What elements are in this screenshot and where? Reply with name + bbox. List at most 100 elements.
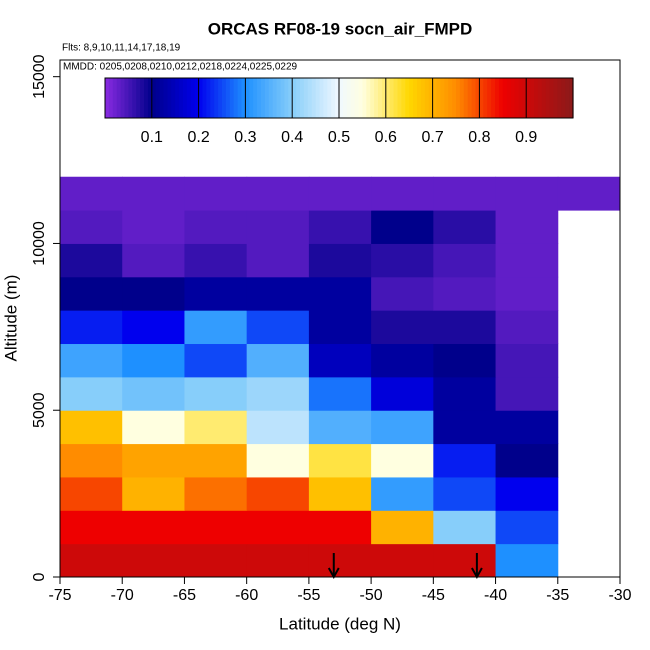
- x-tick-label: -75: [48, 587, 71, 604]
- x-tick-label: -35: [546, 587, 569, 604]
- colorbar-segment: [144, 78, 149, 118]
- colorbar-segment: [186, 78, 192, 118]
- heatmap-cell: [495, 543, 559, 578]
- heatmap-cell: [122, 476, 185, 511]
- colorbar-segment: [393, 78, 399, 118]
- colorbar-segment: [218, 78, 223, 118]
- colorbar-segment: [452, 78, 457, 118]
- colorbar-tick-label: 0.9: [515, 129, 537, 146]
- colorbar-segment: [315, 78, 321, 118]
- colorbar-segment: [440, 78, 445, 118]
- heatmap-cell: [433, 443, 497, 478]
- colorbar-segment: [510, 78, 516, 118]
- colorbar-segment: [514, 78, 519, 118]
- colorbar-segment: [241, 78, 246, 118]
- colorbar-segment: [549, 78, 555, 118]
- colorbar-segment: [268, 78, 274, 118]
- heatmap-cell: [246, 276, 310, 311]
- colorbar-segment: [311, 78, 317, 118]
- heatmap-cell: [495, 243, 559, 278]
- heatmap-cell: [433, 176, 497, 211]
- y-axis-label: Altitude (m): [1, 275, 20, 362]
- colorbar-segment: [105, 78, 110, 118]
- colorbar-segment: [518, 78, 523, 118]
- heatmap-cell: [184, 410, 248, 445]
- colorbar-segment: [229, 78, 235, 118]
- heatmap-cell: [433, 243, 497, 278]
- colorbar-segment: [323, 78, 328, 118]
- colorbar-segment: [475, 78, 480, 118]
- colorbar-segment: [327, 78, 332, 118]
- colorbar-segment: [487, 78, 492, 118]
- annotation: Flts: 8,9,10,11,14,17,18,19: [62, 43, 181, 54]
- colorbar-tick-label: 0.7: [421, 129, 443, 146]
- colorbar-segment: [342, 78, 348, 118]
- heatmap-cell: [433, 543, 497, 578]
- heatmap-cell: [60, 276, 123, 311]
- heatmap-cell: [246, 310, 310, 345]
- heatmap-cell: [246, 510, 310, 545]
- colorbar-segment: [537, 78, 543, 118]
- heatmap-cell: [308, 310, 372, 345]
- colorbar-segment: [401, 78, 406, 118]
- plot-frame: [59, 59, 621, 578]
- x-tick-label: -45: [422, 587, 445, 604]
- colorbar-segment: [374, 78, 379, 118]
- colorbar-segment: [405, 78, 410, 118]
- colorbar-segment: [288, 78, 293, 118]
- colorbar-tick-label: 0.8: [468, 129, 490, 146]
- colorbar-segment: [463, 78, 469, 118]
- colorbar-segment: [541, 78, 547, 118]
- colorbar-segment: [132, 78, 137, 118]
- colorbar-segment: [136, 78, 141, 118]
- heatmap-cell: [495, 376, 559, 411]
- heatmap-cell: [184, 476, 248, 511]
- colorbar-segment: [530, 78, 535, 118]
- heatmap-cell: [60, 510, 123, 545]
- colorbar-segment: [397, 78, 402, 118]
- heatmap-cell: [433, 510, 497, 545]
- colorbar-segment: [179, 78, 184, 118]
- colorbar-segment: [428, 78, 434, 118]
- colorbar-segment: [128, 78, 133, 118]
- heatmap-cell: [495, 310, 559, 345]
- colorbar-segment: [284, 78, 289, 118]
- colorbar-tick-label: 0.6: [375, 129, 397, 146]
- y-tick-label: 0: [31, 572, 48, 581]
- heatmap-cell: [60, 376, 123, 411]
- colorbar-segment: [276, 78, 282, 118]
- colorbar-segment: [557, 78, 562, 118]
- colorbar-segment: [495, 78, 500, 118]
- colorbar-segment: [222, 78, 227, 118]
- heatmap-cell: [122, 410, 185, 445]
- heatmap-cell: [433, 410, 497, 445]
- heatmap-cell: [308, 410, 372, 445]
- heatmap-cell: [60, 176, 123, 211]
- heatmap-cell: [122, 510, 185, 545]
- heatmap-cell: [433, 210, 497, 244]
- colorbar-segment: [370, 78, 375, 118]
- colorbar-segment: [467, 78, 473, 118]
- colorbar-segment: [206, 78, 211, 118]
- chart-title: ORCAS RF08-19 socn_air_FMPD: [208, 19, 473, 38]
- x-tick-label: -65: [173, 587, 196, 604]
- colorbar-segment: [190, 78, 196, 118]
- colorbar-segment: [350, 78, 356, 118]
- colorbar-segment: [140, 78, 145, 118]
- heatmap-cell: [184, 510, 248, 545]
- colorbar-tick-label: 0.4: [281, 129, 303, 146]
- colorbar-segment: [237, 78, 243, 118]
- heatmap-cell: [60, 410, 123, 445]
- heatmap-cell: [371, 243, 434, 278]
- colorbar-segment: [378, 78, 383, 118]
- heatmap-cell: [495, 276, 559, 311]
- heatmap-cell: [371, 210, 434, 244]
- colorbar-segment: [257, 78, 262, 118]
- heatmap-cell: [308, 243, 372, 278]
- heatmap-cell: [495, 410, 559, 445]
- heatmap-cell: [308, 476, 372, 511]
- heatmap-cell: [184, 343, 248, 378]
- colorbar-segment: [147, 78, 153, 118]
